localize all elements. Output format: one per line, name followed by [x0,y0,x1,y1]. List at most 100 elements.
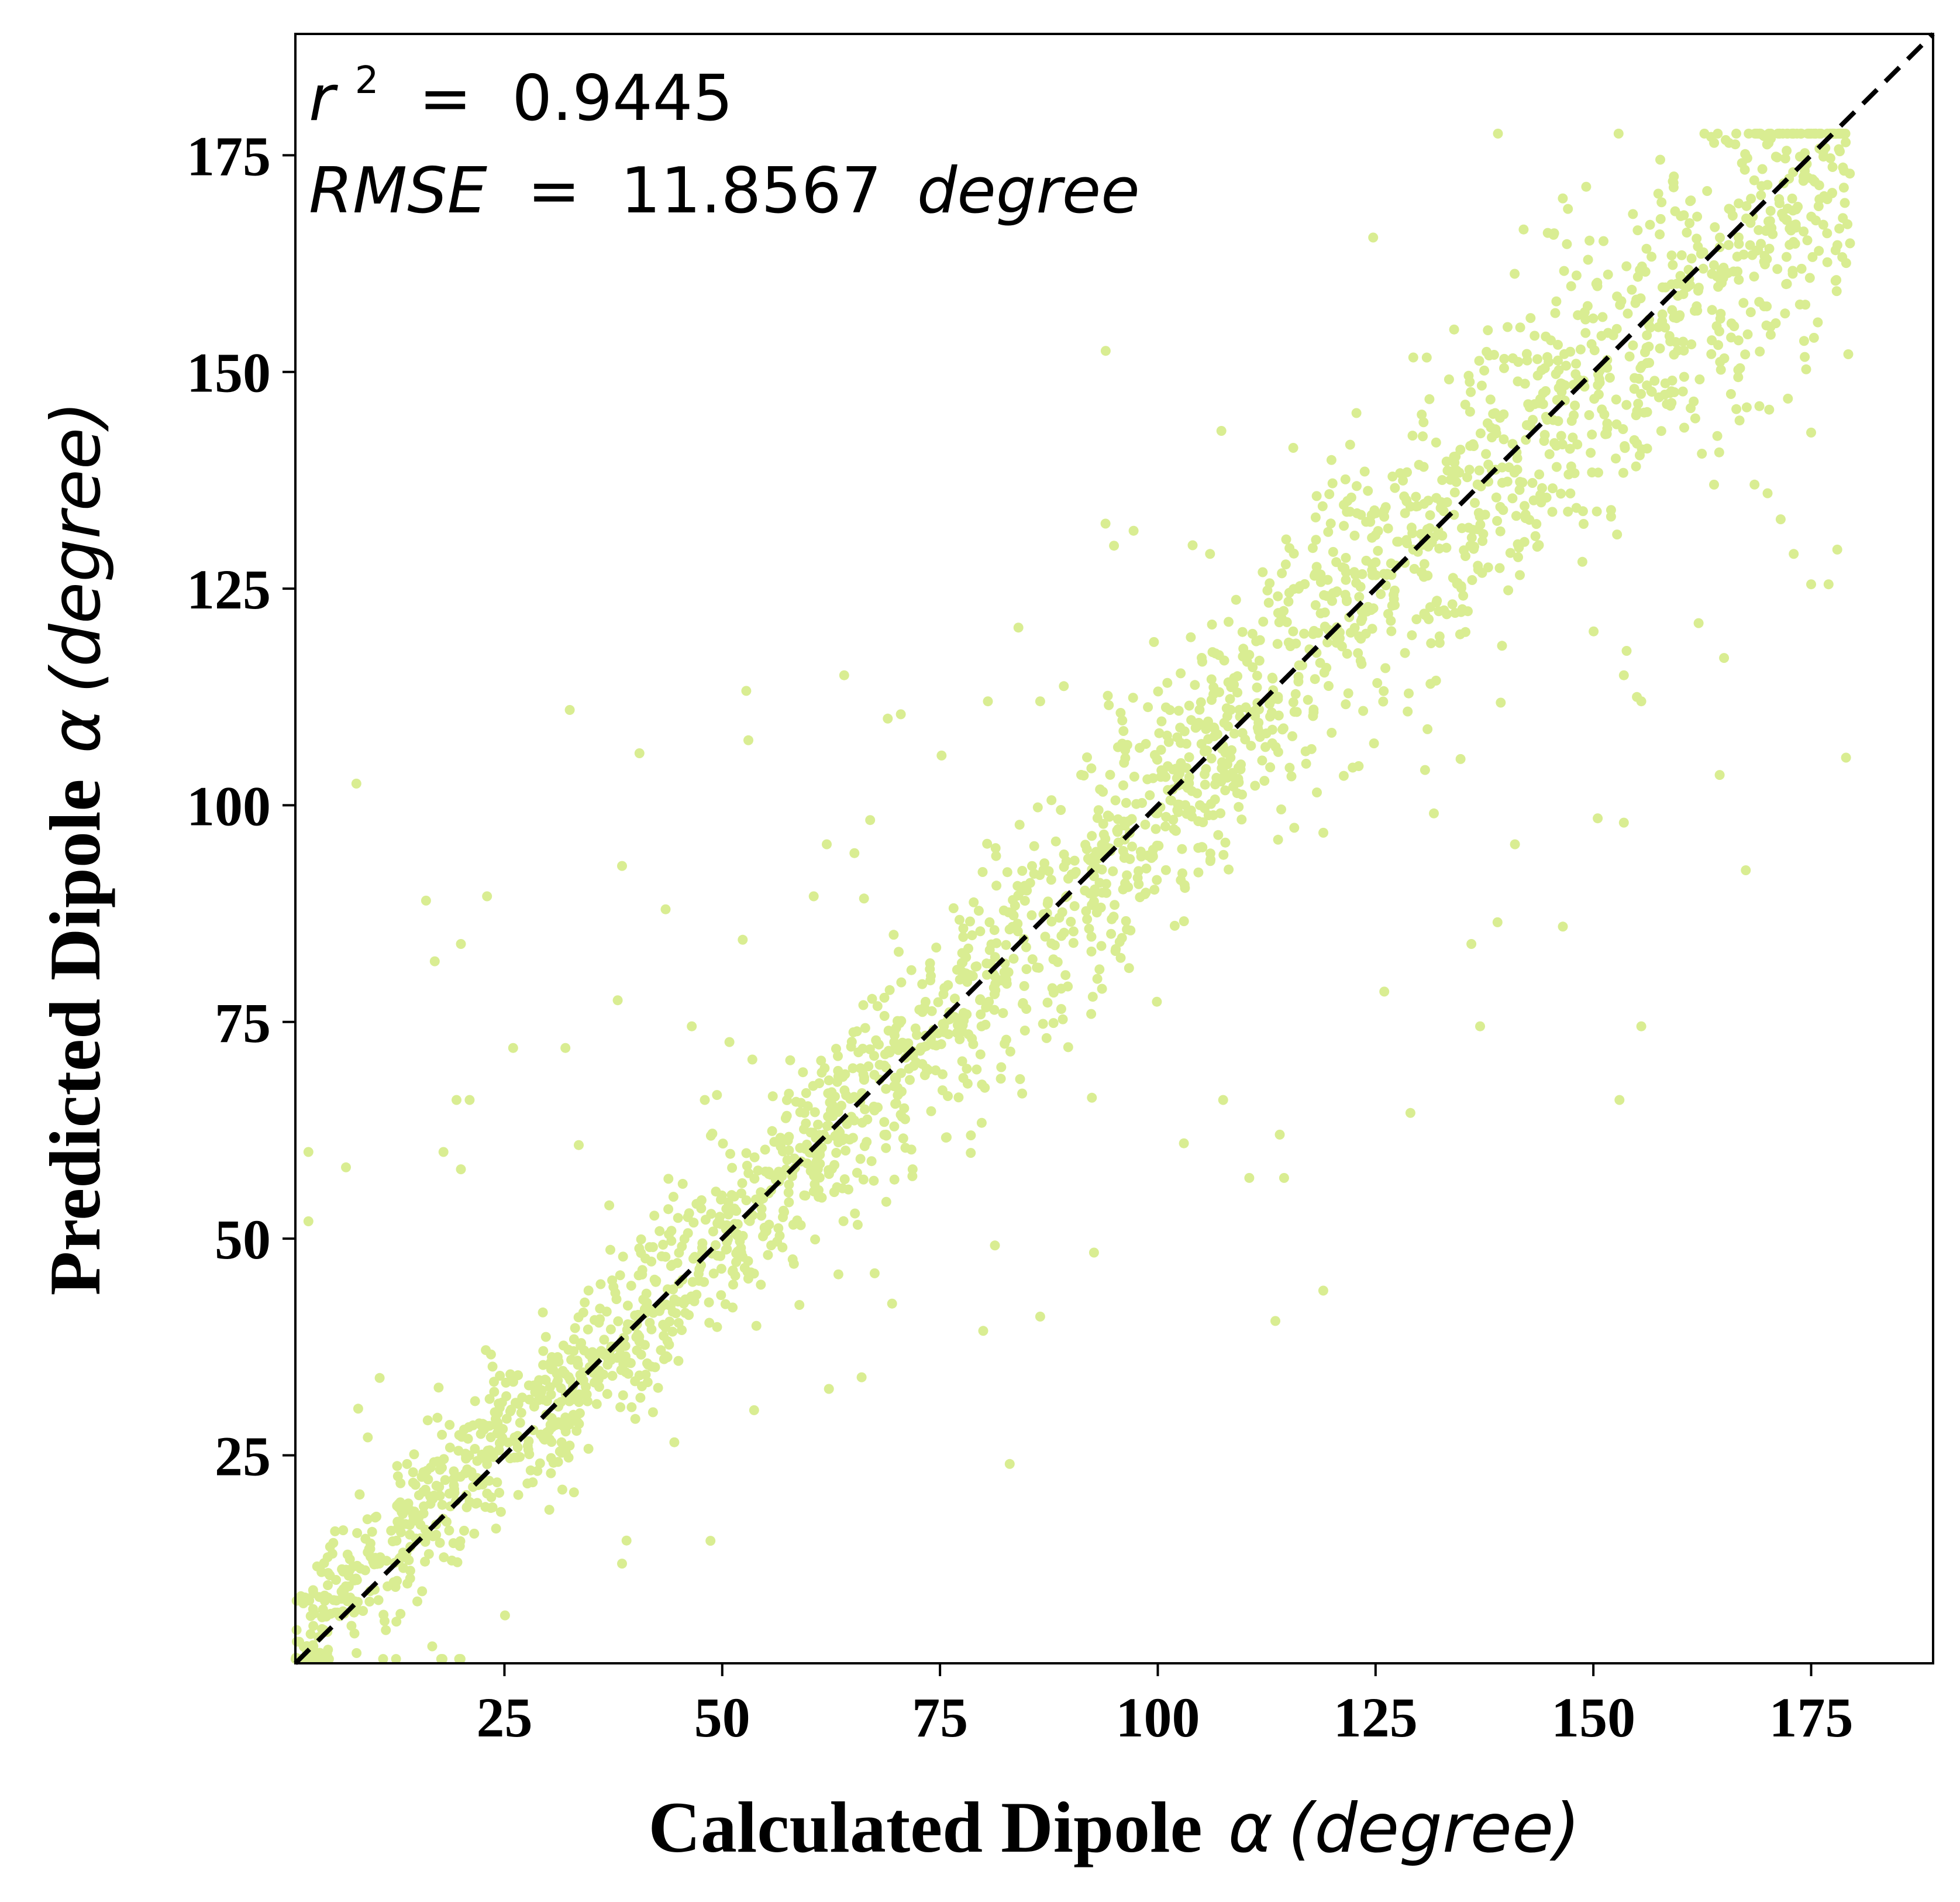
scatter-point [605,1351,615,1361]
scatter-point [647,1242,658,1253]
scatter-point [708,1268,719,1279]
scatter-point [1411,491,1421,502]
scatter-point [1538,399,1548,410]
scatter-point [1115,708,1126,718]
scatter-point [1383,523,1393,534]
scatter-point [1101,879,1111,889]
scatter-point [1798,176,1809,186]
scatter-point [470,1444,480,1454]
scatter-point [1169,824,1179,834]
scatter-point [1535,490,1545,500]
scatter-point [966,1130,976,1141]
scatter-point [402,1578,412,1589]
scatter-point [1449,487,1460,498]
scatter-point [908,1061,919,1071]
scatter-point [1046,875,1056,885]
scatter-point [799,1190,810,1201]
scatter-point [1745,307,1756,318]
scatter-point [1201,764,1211,774]
scatter-point [1270,1316,1280,1326]
scatter-point [1838,183,1849,193]
scatter-point [1571,270,1582,281]
scatter-point [1389,590,1398,600]
scatter-point [784,1145,794,1155]
scatter-point [1001,940,1011,950]
scatter-point [574,1140,584,1150]
scatter-point [1702,186,1713,196]
scatter-point [1429,808,1439,818]
x-axis-title-unit: (degree) [1288,1789,1580,1868]
scatter-point [653,1382,663,1393]
scatter-point [352,1575,362,1585]
scatter-point [352,1528,363,1538]
scatter-point [391,1616,402,1627]
scatter-point [1837,252,1848,262]
scatter-point [1289,823,1300,833]
scatter-point [1514,542,1524,553]
scatter-point [1611,324,1622,334]
scatter-point [1804,273,1815,283]
scatter-point [1236,814,1247,825]
scatter-point [867,993,877,1004]
scatter-point [1251,704,1262,715]
scatter-point [1190,723,1201,733]
scatter-point [1621,261,1632,271]
scatter-point [445,1420,455,1430]
scatter-point [1287,731,1297,741]
scatter-point [1676,211,1686,221]
scatter-point [1406,522,1417,533]
scatter-point [1120,745,1131,755]
scatter-point [1503,585,1514,596]
scatter-point [1541,331,1551,342]
scatter-point [1775,514,1786,525]
scatter-point [444,1488,454,1499]
scatter-point [1086,1009,1097,1019]
scatter-point [561,1448,571,1459]
scatter-point [1597,404,1607,415]
scatter-point [1731,128,1741,139]
scatter-point [1328,546,1338,557]
scatter-point [1685,196,1696,207]
scatter-point [1363,601,1373,612]
scatter-point [1715,314,1725,324]
scatter-point [852,1220,863,1230]
scatter-point [1419,559,1429,569]
scatter-point [532,1378,543,1389]
scatter-point [1779,212,1789,223]
scatter-point [1404,688,1414,699]
scatter-point [976,1009,986,1020]
scatter-point [436,1654,446,1664]
scatter-point [1109,541,1119,551]
scatter-point [810,1234,821,1244]
scatter-point [1765,206,1776,216]
scatter-point [1539,429,1550,440]
scatter-point [341,1162,351,1172]
scatter-point [743,1256,753,1266]
scatter-point [896,977,907,988]
scatter-point [1445,474,1456,485]
x-tick-label: 75 [912,1686,968,1749]
scatter-point [1485,394,1496,405]
scatter-point [1764,404,1775,415]
scatter-point [970,961,981,972]
scatter-point [1032,962,1042,973]
scatter-point [883,1045,894,1056]
scatter-point [1192,788,1203,799]
x-axis-title: Calculated Dipole α (degree) [648,1787,1580,1868]
scatter-point [1787,193,1797,204]
scatter-point [552,1352,563,1363]
scatter-point [1386,558,1396,569]
scatter-point [805,1166,816,1176]
scatter-point [1086,763,1097,773]
scatter-point [1764,243,1775,254]
scatter-point [1351,408,1362,418]
scatter-point [513,1370,523,1381]
scatter-point [808,1186,819,1196]
scatter-point [672,1258,683,1268]
scatter-point [605,1244,615,1255]
scatter-point [1019,1026,1030,1036]
scatter-point [1579,307,1590,317]
scatter-point [1755,346,1765,357]
scatter-point [833,1071,843,1082]
scatter-point [1682,228,1692,238]
